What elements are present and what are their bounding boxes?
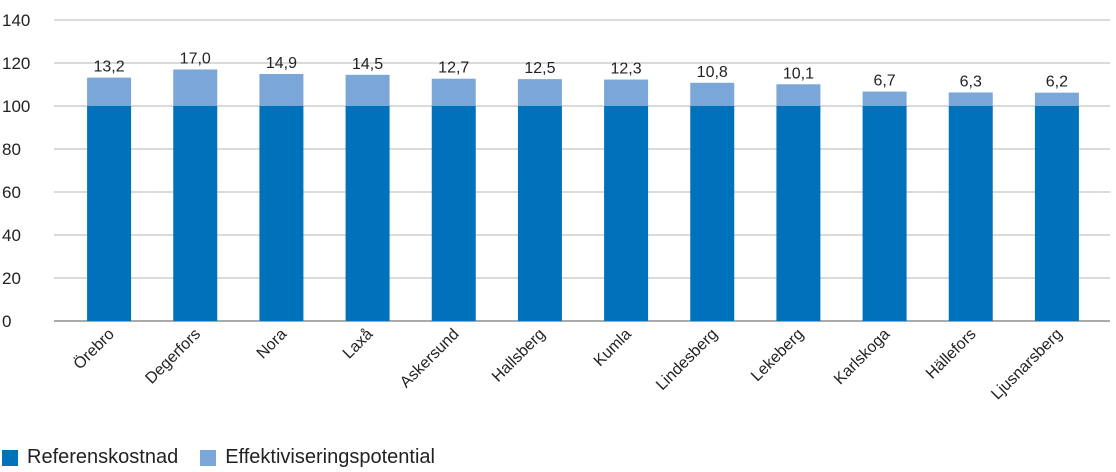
data-label: 6,3 xyxy=(960,73,982,90)
legend-label-referenskostnad: Referenskostnad xyxy=(27,446,178,469)
x-tick-label: Lekeberg xyxy=(748,326,807,385)
bar-effektiviseringspotential xyxy=(1035,93,1079,106)
data-label: 6,2 xyxy=(1046,74,1068,91)
data-label: 14,9 xyxy=(266,55,297,72)
data-label: 12,7 xyxy=(438,60,469,77)
bar-effektiviseringspotential xyxy=(173,69,217,106)
data-label: 12,3 xyxy=(611,61,642,78)
bar-referenskostnad xyxy=(173,106,217,321)
bar-referenskostnad xyxy=(863,106,907,321)
bar-referenskostnad xyxy=(949,106,993,321)
y-tick-label: 100 xyxy=(2,97,30,116)
bar-referenskostnad xyxy=(690,106,734,321)
legend-swatch-referenskostnad xyxy=(2,450,18,466)
y-tick-label: 0 xyxy=(2,312,11,331)
x-tick-label: Hällefors xyxy=(923,326,980,383)
x-tick-label: Hallsberg xyxy=(489,326,549,386)
bar-referenskostnad xyxy=(776,106,820,321)
data-label: 14,5 xyxy=(352,56,383,73)
y-tick-label: 80 xyxy=(2,140,21,159)
data-label: 13,2 xyxy=(94,59,125,76)
y-tick-label: 60 xyxy=(2,183,21,202)
data-label: 6,7 xyxy=(873,73,895,90)
x-tick-label: Ljusnarsberg xyxy=(988,326,1065,403)
bar-referenskostnad xyxy=(518,106,562,321)
legend: Referenskostnad Effektiviseringspotentia… xyxy=(2,446,449,469)
bar-effektiviseringspotential xyxy=(863,92,907,106)
x-tick-label: Örebro xyxy=(70,325,118,373)
bar-referenskostnad xyxy=(346,106,390,321)
bar-referenskostnad xyxy=(259,106,303,321)
y-tick-label: 40 xyxy=(2,226,21,245)
legend-swatch-effektiviseringspotential xyxy=(200,450,216,466)
bar-referenskostnad xyxy=(604,106,648,321)
data-label: 12,5 xyxy=(524,60,555,77)
x-tick-label: Degerfors xyxy=(142,326,204,388)
bar-effektiviseringspotential xyxy=(87,78,131,106)
y-tick-label: 140 xyxy=(2,11,30,30)
bar-referenskostnad xyxy=(87,106,131,321)
bar-effektiviseringspotential xyxy=(432,79,476,106)
bar-effektiviseringspotential xyxy=(259,74,303,106)
x-tick-label: Lindesberg xyxy=(653,326,721,394)
x-tick-label: Nora xyxy=(254,326,291,363)
bar-effektiviseringspotential xyxy=(949,92,993,106)
data-label: 10,1 xyxy=(783,65,814,82)
x-tick-label: Laxå xyxy=(339,325,376,362)
bar-effektiviseringspotential xyxy=(776,84,820,106)
x-tick-label: Kumla xyxy=(591,326,635,370)
data-label: 17,0 xyxy=(180,50,211,67)
bar-effektiviseringspotential xyxy=(518,79,562,106)
bar-effektiviseringspotential xyxy=(346,75,390,106)
bar-referenskostnad xyxy=(432,106,476,321)
data-label: 10,8 xyxy=(697,64,728,81)
legend-item-referenskostnad: Referenskostnad xyxy=(2,446,178,469)
bar-effektiviseringspotential xyxy=(604,80,648,106)
legend-item-effektiviseringspotential: Effektiviseringspotential xyxy=(200,446,435,469)
y-tick-label: 120 xyxy=(2,54,30,73)
x-tick-label: Askersund xyxy=(397,326,462,391)
y-tick-label: 20 xyxy=(2,269,21,288)
bar-chart: 0 20 40 60 80 100 120 140 13,2 Örebro 17,0 Degerfor… xyxy=(0,0,1116,440)
legend-label-effektiviseringspotential: Effektiviseringspotential xyxy=(225,446,435,469)
bar-referenskostnad xyxy=(1035,106,1079,321)
bar-effektiviseringspotential xyxy=(690,83,734,106)
x-tick-label: Karlskoga xyxy=(831,326,893,388)
